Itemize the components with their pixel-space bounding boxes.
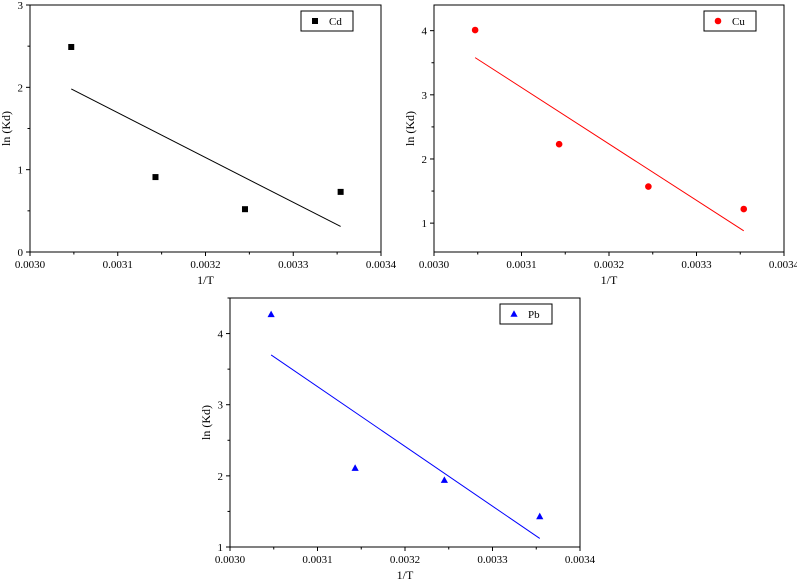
plot-frame bbox=[433, 4, 785, 253]
y-tick-label: 3 bbox=[422, 90, 428, 102]
chart-panel-1: 0.0030 0.0031 0.0032 0.0033 0.0034 0 1 2 3 1/T ln … bbox=[0, 0, 397, 287]
y-axis-title: ln (Kd) bbox=[403, 111, 417, 146]
data-point-cd bbox=[68, 43, 75, 50]
x-tick-label: 0.0031 bbox=[302, 554, 332, 566]
x-axis-title: 1/T bbox=[397, 568, 414, 582]
y-tick-label: 2 bbox=[18, 82, 24, 94]
x-tick-label: 0.0032 bbox=[594, 259, 624, 271]
x-axis-title: 1/T bbox=[197, 273, 214, 287]
y-axis-title: ln (Kd) bbox=[199, 405, 213, 440]
x-tick-label: 0.0032 bbox=[190, 259, 220, 271]
legend-marker-cd bbox=[312, 18, 318, 24]
y-tick-label: 4 bbox=[218, 329, 224, 341]
y-tick-label: 3 bbox=[218, 400, 224, 412]
data-point-pb bbox=[267, 310, 275, 318]
x-tick-label: 0.0030 bbox=[419, 259, 450, 271]
legend-box bbox=[703, 10, 757, 32]
legend-marker-cu bbox=[714, 17, 722, 25]
legend-marker-pb bbox=[510, 310, 518, 317]
x-tick-label: 0.0030 bbox=[215, 554, 246, 566]
y-tick-label: 2 bbox=[218, 471, 224, 483]
data-point-cd bbox=[241, 206, 248, 213]
chart-panel-2: 0.0030 0.0031 0.0032 0.0033 0.0034 1 2 3 4 1/T ln … bbox=[403, 4, 797, 287]
y-tick-label: 3 bbox=[18, 0, 24, 12]
data-point-cu bbox=[555, 140, 563, 148]
x-tick-label: 0.0034 bbox=[565, 554, 596, 566]
x-tick-label: 0.0034 bbox=[769, 259, 797, 271]
y-tick-label: 1 bbox=[18, 165, 24, 177]
x-tick-label: 0.0034 bbox=[366, 259, 397, 271]
x-tick-label: 0.0033 bbox=[278, 259, 309, 271]
x-tick-label: 0.0031 bbox=[103, 259, 133, 271]
x-tick-label: 0.0033 bbox=[477, 554, 508, 566]
data-point-cu bbox=[645, 183, 652, 190]
plot-frame bbox=[29, 4, 382, 253]
y-tick-label: 1 bbox=[218, 542, 224, 554]
y-tick-label: 0 bbox=[18, 247, 24, 259]
x-tick-label: 0.0032 bbox=[390, 554, 420, 566]
data-point-pb bbox=[536, 512, 544, 520]
data-point-pb bbox=[440, 476, 448, 483]
y-tick-label: 2 bbox=[422, 154, 428, 166]
y-axis-title: ln (Kd) bbox=[0, 111, 13, 146]
x-axis-title: 1/T bbox=[601, 273, 618, 287]
legend-box bbox=[499, 303, 553, 325]
data-point-pb bbox=[351, 464, 359, 471]
legend-label-cu: Cu bbox=[732, 16, 745, 28]
plot-frame bbox=[229, 297, 581, 548]
legend-box bbox=[300, 10, 354, 32]
data-point-cd bbox=[337, 188, 344, 195]
chart-panel-3: 0.0030 0.0031 0.0032 0.0033 0.0034 1 2 3 4 1/T ln … bbox=[199, 297, 596, 582]
data-point-cu bbox=[471, 26, 479, 34]
legend-label-cd: Cd bbox=[329, 16, 342, 28]
fit-line-pb bbox=[270, 354, 541, 539]
data-point-cu bbox=[740, 205, 748, 213]
x-tick-label: 0.0030 bbox=[15, 259, 46, 271]
x-tick-label: 0.0031 bbox=[506, 259, 536, 271]
x-tick-label: 0.0033 bbox=[681, 259, 712, 271]
y-tick-label: 4 bbox=[422, 26, 428, 38]
fit-line-cd bbox=[71, 88, 341, 227]
data-point-cd bbox=[152, 174, 159, 181]
fit-line-cu bbox=[474, 57, 745, 232]
y-tick-label: 1 bbox=[422, 218, 428, 230]
legend-label-pb: Pb bbox=[528, 309, 540, 321]
